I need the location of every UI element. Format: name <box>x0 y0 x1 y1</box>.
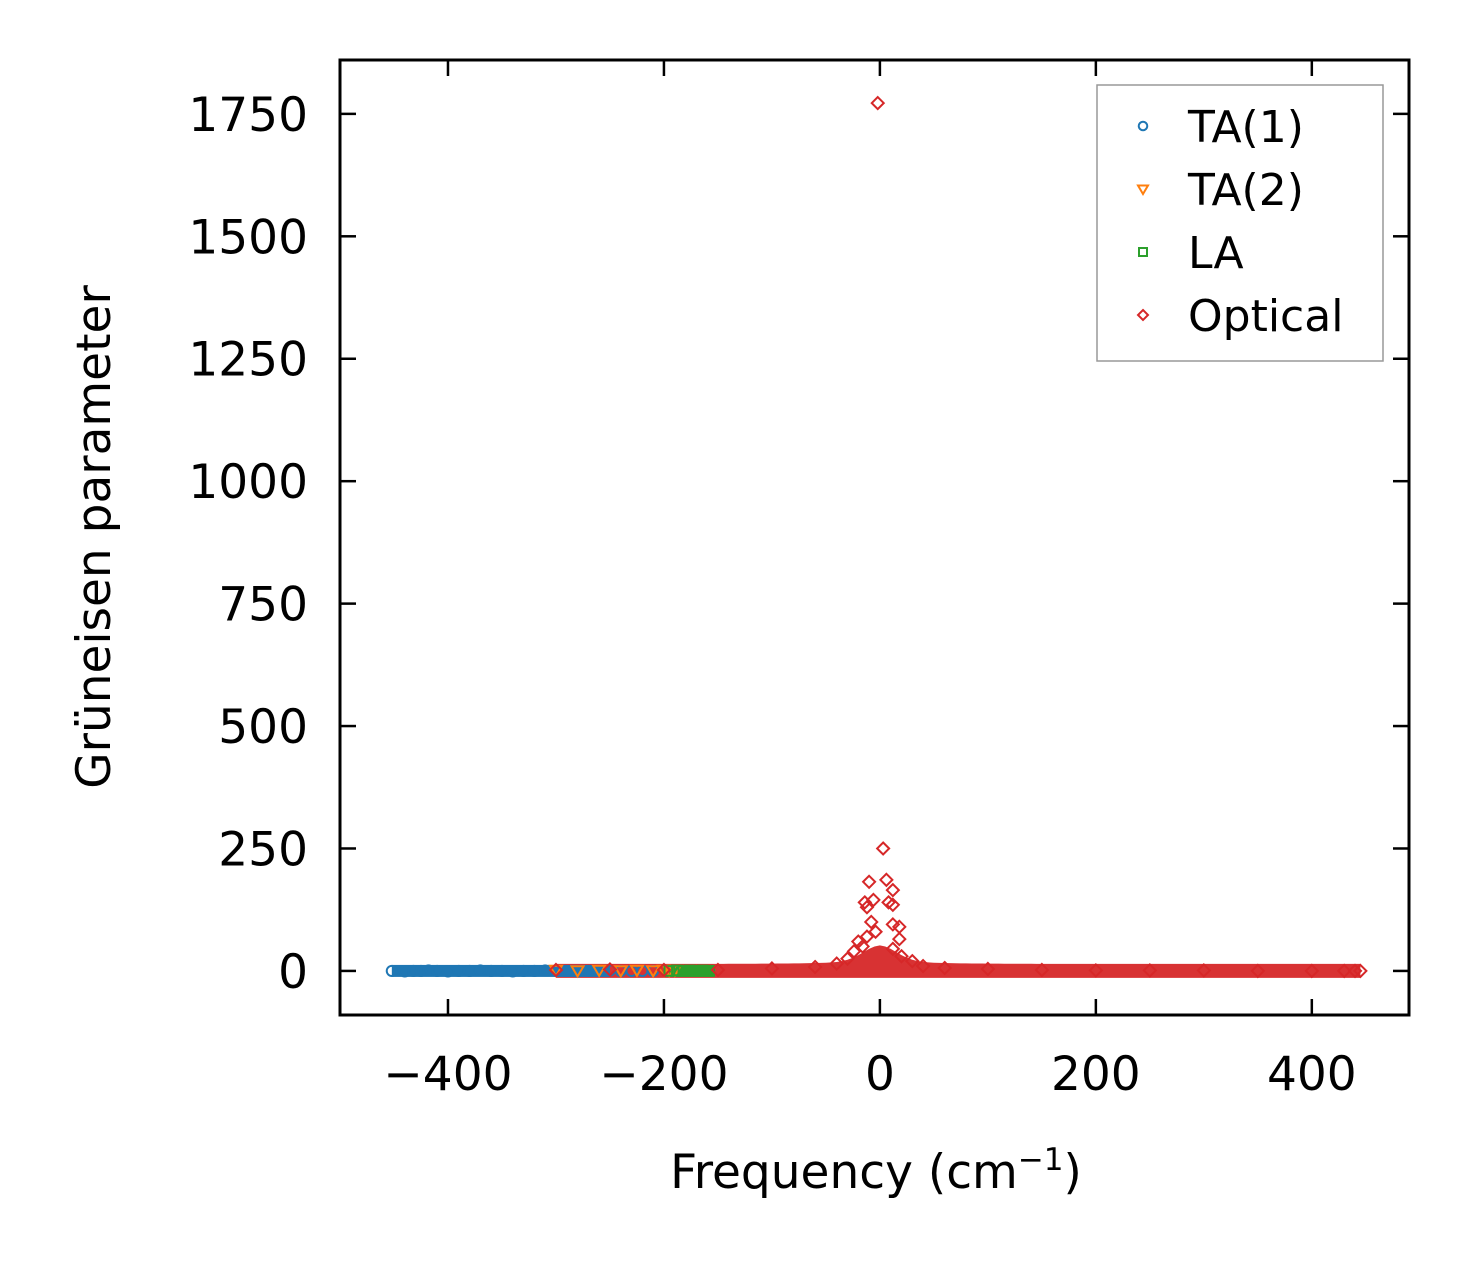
data-markers <box>385 95 1368 979</box>
y-tick-labels: 0 250 500 750 1000 1250 1500 1750 <box>188 88 308 1000</box>
y-tick-label: 750 <box>218 578 308 633</box>
legend-label-ta-2: TA(2) <box>1187 165 1304 216</box>
la-point <box>671 964 683 977</box>
la-point <box>690 965 703 977</box>
optical-point <box>855 939 871 954</box>
optical-point <box>868 924 883 940</box>
y-tick-label: 0 <box>278 945 308 1000</box>
optical-point <box>1196 963 1212 978</box>
ta-1-point <box>385 964 398 978</box>
ta-2-point <box>612 965 629 979</box>
la-point <box>663 965 676 977</box>
x-axis-label: Frequency (cm−1) <box>670 1142 1082 1200</box>
legend-marker-optical <box>1136 308 1150 322</box>
y-tick-label: 1250 <box>188 333 308 388</box>
optical-point <box>846 943 862 959</box>
optical-point <box>859 929 875 945</box>
ta-1-point <box>422 964 435 977</box>
y-tick-label: 250 <box>218 822 308 877</box>
x-axis-label-superscript: −1 <box>1018 1142 1064 1178</box>
la-point <box>697 964 709 977</box>
legend-label-ta-1: TA(1) <box>1187 102 1304 153</box>
optical-point <box>1336 963 1352 979</box>
optical-point <box>885 897 901 913</box>
axis-ticks <box>340 60 1409 1015</box>
y-axis-label: Grüneisen parameter <box>67 285 122 789</box>
optical-point <box>894 948 909 964</box>
ta-2-point <box>591 964 607 978</box>
optical-point <box>1250 963 1266 979</box>
optical-point <box>878 872 894 888</box>
y-tick-label: 1000 <box>188 455 308 510</box>
legend-label-optical: Optical <box>1188 291 1343 342</box>
y-tick-label: 1750 <box>188 88 308 143</box>
optical-point <box>861 874 877 890</box>
optical-point <box>885 941 901 957</box>
optical-point <box>1347 963 1363 979</box>
legend-marker-ta-2 <box>1136 184 1150 196</box>
optical-point <box>807 959 823 975</box>
ta-1-point <box>398 965 411 978</box>
legend-marker-ta-1 <box>1137 120 1149 132</box>
optical-point <box>875 841 891 856</box>
optical-point <box>904 953 920 969</box>
ta-1-point <box>407 964 420 978</box>
optical-point <box>1088 963 1104 978</box>
optical-point <box>1352 963 1368 979</box>
x-tick-label: −200 <box>599 1047 728 1102</box>
legend-frame <box>1096 84 1384 362</box>
x-tick-labels: −400 −200 0 200 400 <box>383 1047 1356 1102</box>
optical-point <box>866 892 881 908</box>
optical-point <box>1304 963 1320 979</box>
ta-2-point <box>645 965 661 979</box>
x-tick-label: 400 <box>1267 1047 1357 1102</box>
x-tick-label: 200 <box>1051 1047 1141 1102</box>
la-point <box>677 965 690 977</box>
ta-2-point <box>548 964 564 978</box>
optical-point <box>885 882 901 898</box>
optical-point <box>1034 962 1050 978</box>
ta-2-point <box>569 965 586 979</box>
x-axis-label-close: ) <box>1064 1145 1082 1200</box>
optical-point <box>1142 963 1158 978</box>
ta-2-point <box>629 964 645 978</box>
optical-point <box>548 962 564 978</box>
optical-point <box>859 899 875 915</box>
optical-point <box>840 951 855 967</box>
y-tick-label: 1500 <box>188 210 308 265</box>
x-tick-label: 0 <box>865 1047 895 1102</box>
optical-point <box>710 962 726 978</box>
x-tick-label: −400 <box>383 1047 512 1102</box>
optical-point <box>980 961 996 977</box>
legend-marker-la <box>1138 247 1148 257</box>
optical-point <box>656 962 672 978</box>
optical-point <box>937 960 953 976</box>
axes-frame <box>338 58 1411 1017</box>
optical-point <box>863 914 879 930</box>
la-point <box>684 964 696 977</box>
ta-1-point <box>414 964 428 978</box>
y-tick-label: 500 <box>218 700 308 755</box>
optical-point <box>602 962 618 977</box>
optical-dense-band <box>555 945 1361 978</box>
optical-point <box>870 95 886 111</box>
optical-point <box>764 961 780 976</box>
legend: TA(1) TA(2) LA Optical <box>1096 84 1384 362</box>
optical-point <box>915 958 931 974</box>
legend-label-la: LA <box>1188 228 1244 279</box>
optical-point <box>891 931 907 947</box>
optical-point <box>829 956 845 971</box>
